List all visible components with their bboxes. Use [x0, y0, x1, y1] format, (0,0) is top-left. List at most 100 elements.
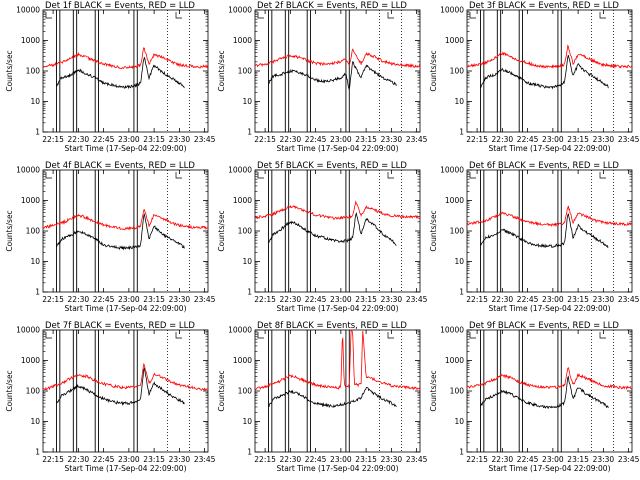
- corner-bracket: [175, 332, 183, 339]
- x-tick-label: 22:30: [68, 295, 90, 304]
- corner-bracket: [45, 172, 52, 179]
- x-tick-label: 23:00: [542, 455, 564, 464]
- panel-title: Det 9f BLACK = Events, RED = LLD: [469, 321, 619, 331]
- x-axis-label: Start Time (17-Sep-04 22:09:00): [65, 304, 187, 313]
- y-tick-label: 10000: [16, 326, 40, 335]
- series-line-events: [56, 212, 185, 251]
- x-tick-label: 22:30: [492, 455, 514, 464]
- x-tick-label: 23:15: [143, 295, 165, 304]
- series-line-lld: [254, 329, 421, 390]
- x-tick-label: 22:15: [42, 135, 64, 144]
- x-tick-label: 23:00: [542, 135, 564, 144]
- y-tick-label: 100: [238, 67, 253, 76]
- x-tick-label: 23:15: [355, 455, 377, 464]
- y-tick-label: 100: [450, 67, 465, 76]
- x-tick-label: 23:15: [143, 135, 165, 144]
- x-tick-label: 23:45: [618, 295, 640, 304]
- y-axis-label: Counts/sec: [5, 50, 14, 91]
- series-line-events: [480, 55, 609, 90]
- y-tick-label: 1: [247, 128, 252, 137]
- y-tick-label: 1: [459, 448, 464, 457]
- x-tick-label: 22:15: [42, 455, 64, 464]
- corner-bracket: [469, 12, 476, 19]
- series-line-lld: [466, 367, 632, 391]
- x-tick-label: 23:30: [593, 135, 615, 144]
- y-tick-label: 1000: [21, 196, 40, 205]
- series-line-events: [268, 61, 397, 90]
- y-tick-label: 1000: [21, 356, 40, 365]
- series-line-events: [480, 213, 609, 249]
- x-tick-label: 23:00: [118, 455, 140, 464]
- x-axis-label: Start Time (17-Sep-04 22:09:00): [277, 304, 399, 313]
- panel-det-8: 1 10 100 1000 10000 22:15 22:30 22:45 23:00 23:15…: [217, 321, 428, 473]
- y-tick-label: 10000: [228, 6, 252, 15]
- x-tick-label: 22:30: [68, 135, 90, 144]
- panel-title: Det 4f BLACK = Events, RED = LLD: [45, 161, 195, 171]
- y-tick-label: 10: [30, 417, 40, 426]
- x-tick-label: 23:15: [355, 135, 377, 144]
- y-tick-label: 10: [242, 97, 252, 106]
- y-tick-label: 100: [238, 227, 253, 236]
- series-line-events: [480, 375, 609, 410]
- x-tick-label: 22:30: [280, 295, 302, 304]
- x-tick-label: 22:30: [492, 135, 514, 144]
- x-axis-label: Start Time (17-Sep-04 22:09:00): [277, 144, 399, 153]
- x-tick-label: 23:45: [194, 455, 216, 464]
- panel-title: Det 7f BLACK = Events, RED = LLD: [45, 321, 195, 331]
- y-tick-label: 10000: [440, 166, 464, 175]
- corner-bracket: [469, 172, 476, 179]
- x-axis-label: Start Time (17-Sep-04 22:09:00): [277, 464, 399, 473]
- x-tick-label: 23:45: [618, 135, 640, 144]
- y-tick-label: 10: [454, 97, 464, 106]
- y-tick-label: 10: [242, 257, 252, 266]
- y-axis-label: Counts/sec: [429, 210, 438, 251]
- x-tick-label: 22:30: [280, 455, 302, 464]
- y-tick-label: 1000: [233, 36, 252, 45]
- y-axis-label: Counts/sec: [217, 210, 226, 251]
- x-tick-label: 22:45: [305, 135, 327, 144]
- y-tick-label: 10000: [440, 6, 464, 15]
- panel-det-7: 1 10 100 1000 10000 22:15 22:30 22:45 23:00 23:15…: [5, 321, 216, 473]
- panel-det-1: 1 10 100 1000 10000 22:15 22:30 22:45 23:00 23:15…: [5, 1, 216, 153]
- corner-bracket: [387, 172, 395, 179]
- panel-title: Det 3f BLACK = Events, RED = LLD: [469, 1, 619, 11]
- y-tick-label: 100: [26, 67, 41, 76]
- panel-title: Det 6f BLACK = Events, RED = LLD: [469, 161, 619, 171]
- panel-det-4: 1 10 100 1000 10000 22:15 22:30 22:45 23:00 23:15…: [5, 161, 216, 313]
- x-tick-label: 22:15: [466, 295, 488, 304]
- corner-bracket: [257, 172, 264, 179]
- x-tick-label: 22:45: [93, 135, 115, 144]
- y-tick-label: 100: [26, 387, 41, 396]
- y-axis-label: Counts/sec: [5, 370, 14, 411]
- x-tick-label: 23:45: [406, 455, 428, 464]
- panel-det-6: 1 10 100 1000 10000 22:15 22:30 22:45 23:00 23:15…: [429, 161, 640, 313]
- x-tick-label: 23:45: [618, 455, 640, 464]
- series-line-events: [268, 211, 397, 247]
- x-tick-label: 23:30: [381, 135, 403, 144]
- x-tick-label: 23:45: [194, 135, 216, 144]
- x-tick-label: 22:30: [280, 135, 302, 144]
- corner-bracket: [257, 332, 264, 339]
- y-tick-label: 100: [450, 387, 465, 396]
- series-line-lld: [42, 209, 209, 231]
- y-tick-label: 1: [247, 448, 252, 457]
- x-tick-label: 23:30: [169, 455, 191, 464]
- x-tick-label: 22:45: [517, 455, 539, 464]
- y-tick-label: 100: [238, 387, 253, 396]
- x-tick-label: 22:15: [254, 455, 276, 464]
- corner-bracket: [387, 332, 395, 339]
- x-tick-label: 22:45: [517, 135, 539, 144]
- corner-bracket: [45, 12, 52, 19]
- y-tick-label: 10000: [440, 326, 464, 335]
- y-tick-label: 1000: [445, 356, 464, 365]
- series-line-events: [268, 387, 397, 408]
- x-axis-label: Start Time (17-Sep-04 22:09:00): [489, 144, 611, 153]
- corner-bracket: [599, 172, 607, 179]
- x-tick-label: 22:45: [305, 295, 327, 304]
- x-axis-label: Start Time (17-Sep-04 22:09:00): [489, 464, 611, 473]
- x-axis-label: Start Time (17-Sep-04 22:09:00): [65, 144, 187, 153]
- y-tick-label: 1000: [21, 36, 40, 45]
- x-tick-label: 23:00: [118, 135, 140, 144]
- x-tick-label: 23:00: [330, 135, 352, 144]
- x-tick-label: 23:15: [143, 455, 165, 464]
